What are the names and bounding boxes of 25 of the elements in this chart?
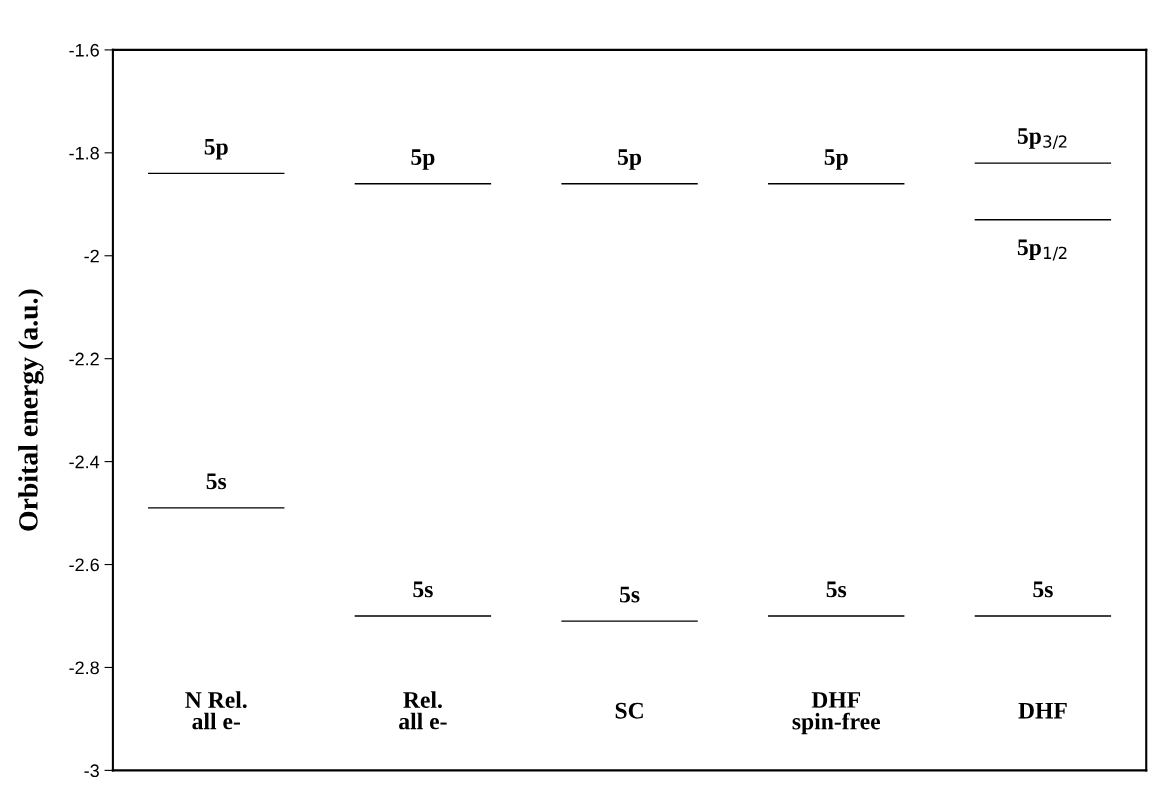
annotation: 5s xyxy=(826,581,847,598)
y-axis-title: Orbital energy (a.u.) xyxy=(18,289,44,531)
x-tick-label: N Rel. all e- xyxy=(185,691,247,730)
x-tick-label: Rel. all e- xyxy=(399,691,447,730)
annotation: 5s xyxy=(206,473,227,490)
annotation: 5s xyxy=(1033,581,1053,598)
annotation: 5p$_{1/2}$ xyxy=(1017,239,1067,261)
y-tick-label: -2 xyxy=(84,249,99,263)
x-tick-label: SC xyxy=(615,702,643,719)
annotation: 5p xyxy=(824,149,848,170)
annotation: 5p xyxy=(204,139,228,160)
annotation: 5s xyxy=(413,581,433,598)
x-tick-label: DHF spin-free xyxy=(792,692,881,735)
annotation: 5s xyxy=(620,586,640,603)
annotation: 5p$_{3/2}$ xyxy=(1017,128,1067,150)
y-tick-label: -3 xyxy=(84,764,99,778)
y-tick-label: -2.8 xyxy=(69,661,99,675)
y-tick-label: -2.4 xyxy=(69,455,100,469)
x-tick-label: DHF xyxy=(1018,702,1067,719)
annotation: 5p xyxy=(411,149,435,170)
y-tick-label: -1.6 xyxy=(69,43,99,57)
y-tick-label: -2.2 xyxy=(69,352,99,366)
annotation: 5p xyxy=(618,149,642,170)
y-tick-label: -1.8 xyxy=(69,146,99,160)
y-tick-label: -2.6 xyxy=(69,558,99,572)
